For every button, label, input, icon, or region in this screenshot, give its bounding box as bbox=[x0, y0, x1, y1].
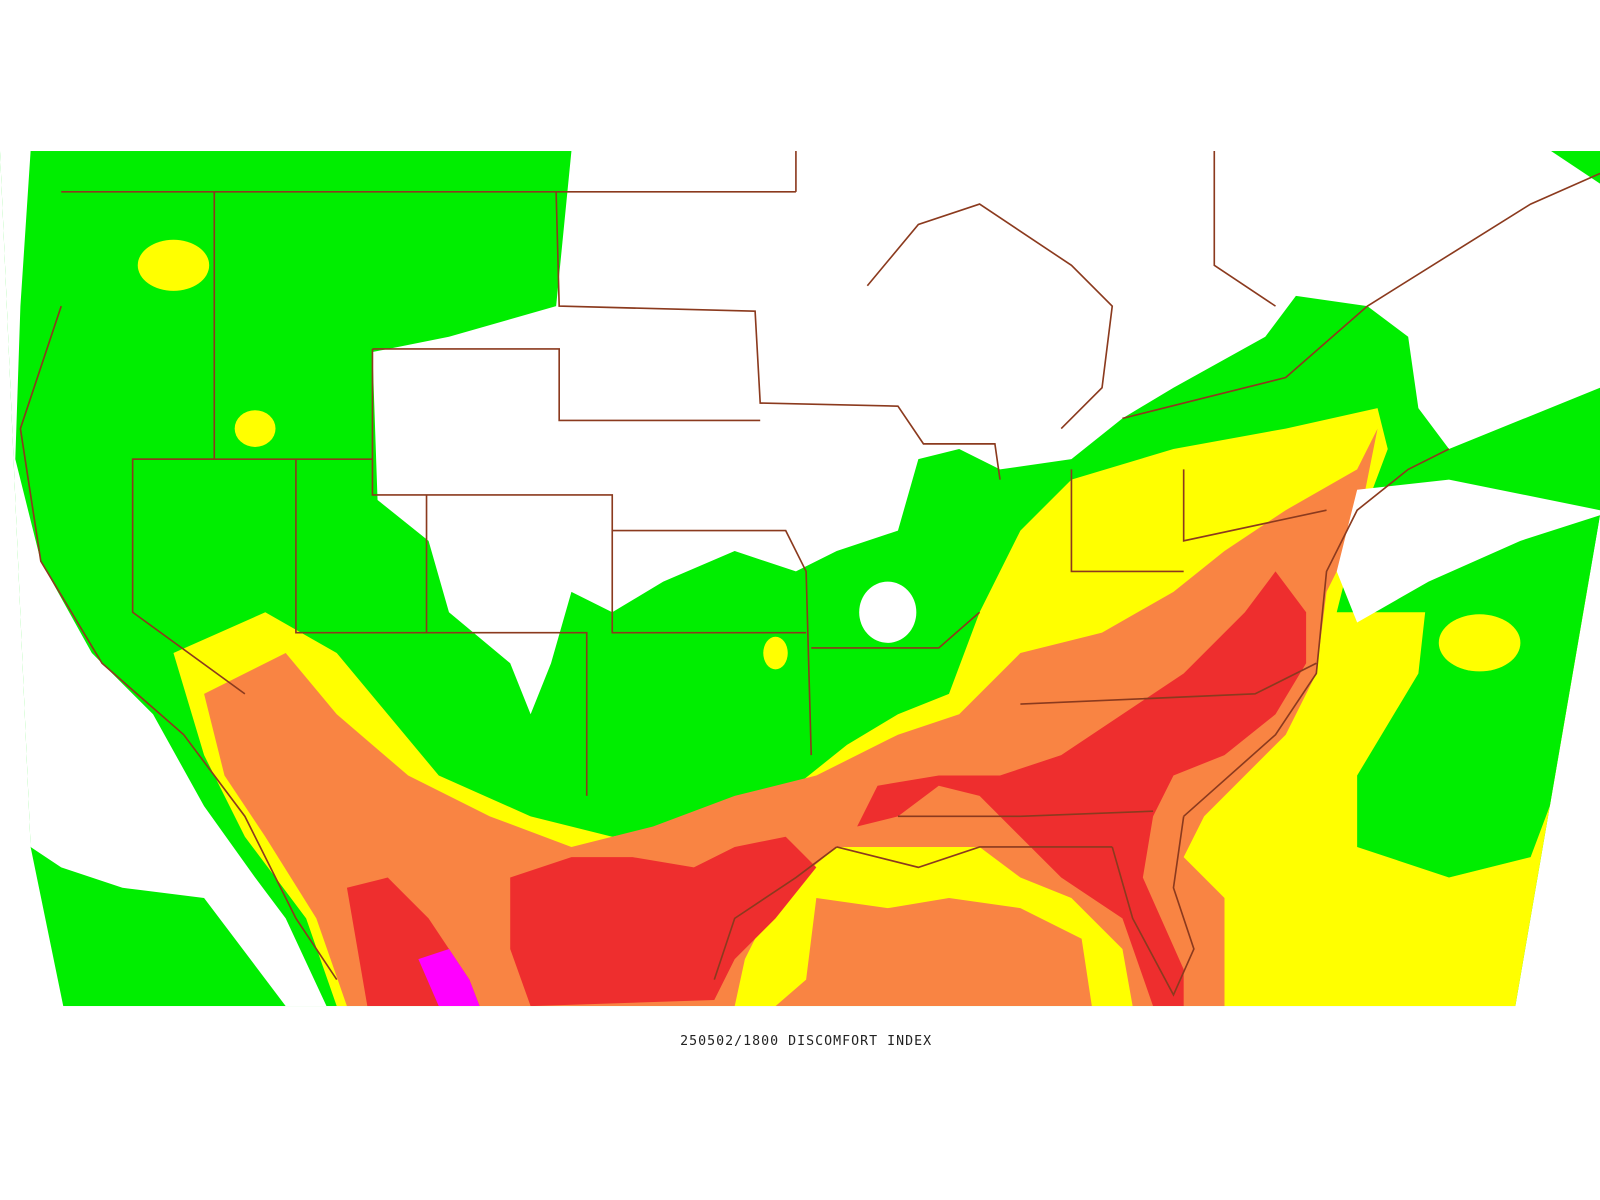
red-texas bbox=[510, 836, 817, 1007]
magenta-zone bbox=[418, 948, 480, 1007]
green-ocean bbox=[1357, 515, 1600, 878]
borders bbox=[19, 151, 1600, 997]
map-caption: 250502/1800 DISCOMFORT INDEX bbox=[680, 1034, 932, 1049]
white-atlantic bbox=[1336, 479, 1600, 623]
yellow-patch bbox=[763, 636, 788, 670]
yellow-gulf bbox=[734, 846, 1133, 1007]
red-southeast bbox=[857, 571, 1307, 1007]
white-pacific bbox=[0, 151, 327, 1007]
yellow-patch bbox=[234, 410, 276, 447]
white-hole bbox=[859, 581, 917, 643]
white-north bbox=[372, 151, 1600, 715]
yellow-patch bbox=[137, 239, 210, 291]
yellow-ocean bbox=[1438, 614, 1521, 672]
map-field bbox=[0, 151, 1600, 1007]
